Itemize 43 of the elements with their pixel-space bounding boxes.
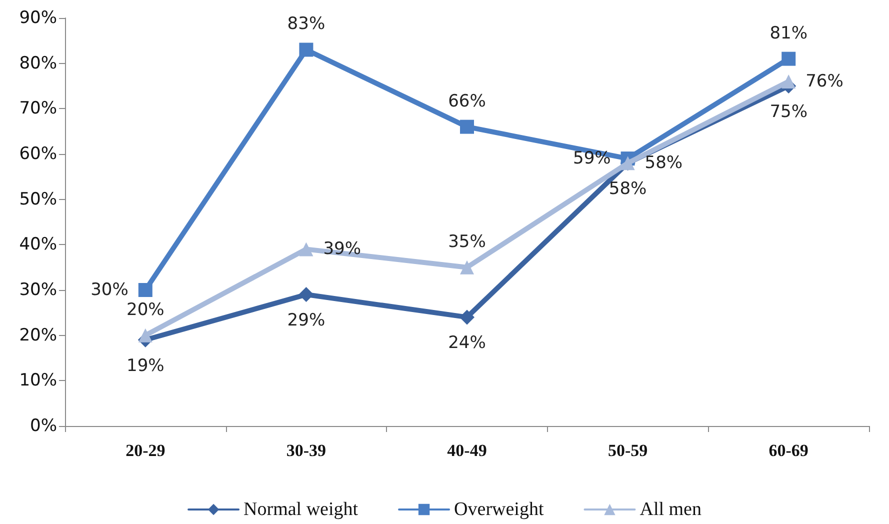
data-label: 59% xyxy=(573,148,611,169)
point xyxy=(299,242,314,256)
point xyxy=(138,283,152,297)
y-tick-label: 10% xyxy=(19,370,57,391)
point xyxy=(460,310,474,325)
legend-label: Normal weight xyxy=(244,499,359,520)
y-tick-label: 0% xyxy=(30,416,57,436)
data-label: 39% xyxy=(323,239,361,260)
point xyxy=(782,52,796,66)
x-tick-label: 20-29 xyxy=(126,441,166,460)
data-label: 19% xyxy=(126,356,164,376)
y-tick-label: 20% xyxy=(19,325,57,346)
y-tick-label: 40% xyxy=(19,234,57,255)
data-label: 58% xyxy=(608,179,647,200)
point xyxy=(299,42,314,57)
data-label: 66% xyxy=(448,91,486,112)
y-tick-label: 70% xyxy=(19,98,57,119)
point xyxy=(460,260,474,274)
x-tick-label: 30-39 xyxy=(286,441,326,460)
point xyxy=(138,328,152,342)
y-tick-label: 60% xyxy=(19,144,57,164)
legend-label: Overweight xyxy=(454,499,544,520)
point xyxy=(782,74,796,88)
legend-label: All men xyxy=(640,499,702,520)
data-label: 35% xyxy=(448,232,486,252)
y-tick-label: 50% xyxy=(19,189,57,210)
x-tick-label: 40-49 xyxy=(447,441,487,460)
point xyxy=(460,120,474,134)
data-label: 75% xyxy=(770,102,808,122)
point xyxy=(298,287,314,302)
x-tick-label: 50-59 xyxy=(608,441,648,460)
data-label: 76% xyxy=(806,71,844,92)
x-tick-label: 60-69 xyxy=(768,441,808,460)
data-label: 24% xyxy=(448,333,486,354)
y-tick-label: 80% xyxy=(19,53,57,74)
data-label: 30% xyxy=(90,280,128,300)
y-tick-label: 90% xyxy=(19,8,57,28)
data-label: 58% xyxy=(644,153,683,174)
data-label: 20% xyxy=(126,300,164,320)
data-label: 29% xyxy=(287,310,326,331)
y-tick-label: 30% xyxy=(19,280,57,300)
data-label: 81% xyxy=(770,23,808,44)
data-label: 83% xyxy=(287,14,326,34)
